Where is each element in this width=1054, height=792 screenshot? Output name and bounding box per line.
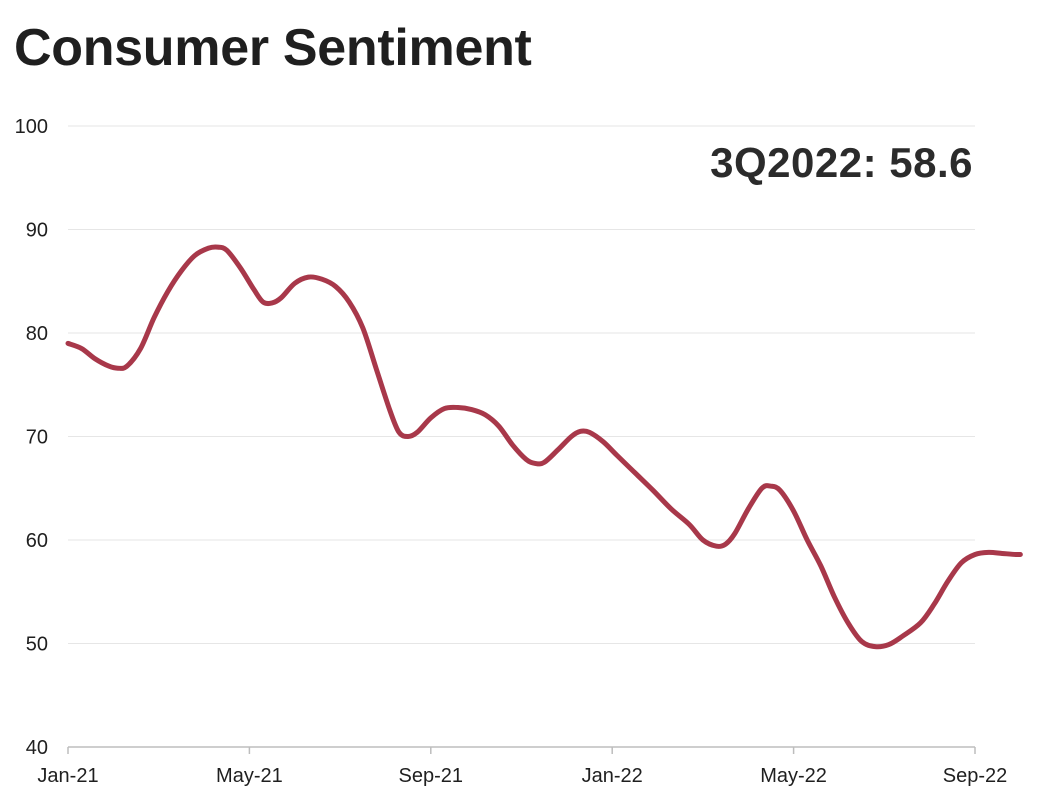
chart-title: Consumer Sentiment — [14, 19, 532, 77]
y-tick-label: 100 — [15, 116, 48, 138]
y-tick-label: 60 — [26, 530, 48, 552]
y-tick-label: 70 — [26, 427, 48, 449]
y-tick-label: 40 — [26, 737, 48, 759]
y-tick-label: 50 — [26, 634, 48, 656]
x-tick-label: Jan-22 — [582, 765, 643, 787]
x-tick-label: May-21 — [216, 765, 283, 787]
y-tick-labels: 40 50 60 70 80 90 100 — [15, 116, 48, 759]
x-tick-label: Jan-21 — [37, 765, 98, 787]
x-tick-label: Sep-21 — [399, 765, 464, 787]
x-tick-label: Sep-22 — [943, 765, 1008, 787]
series-line-consumer-sentiment — [65, 244, 1023, 650]
series — [65, 244, 1023, 650]
x-tick-labels: Jan-21 May-21 Sep-21 Jan-22 May-22 Sep-22 — [37, 765, 1007, 787]
annotation-label: 3Q2022: 58.6 — [710, 139, 973, 186]
y-tick-label: 90 — [26, 220, 48, 242]
y-tick-label: 80 — [26, 323, 48, 345]
axes — [67, 746, 976, 754]
grid — [68, 125, 975, 644]
x-tick-label: May-22 — [760, 765, 827, 787]
